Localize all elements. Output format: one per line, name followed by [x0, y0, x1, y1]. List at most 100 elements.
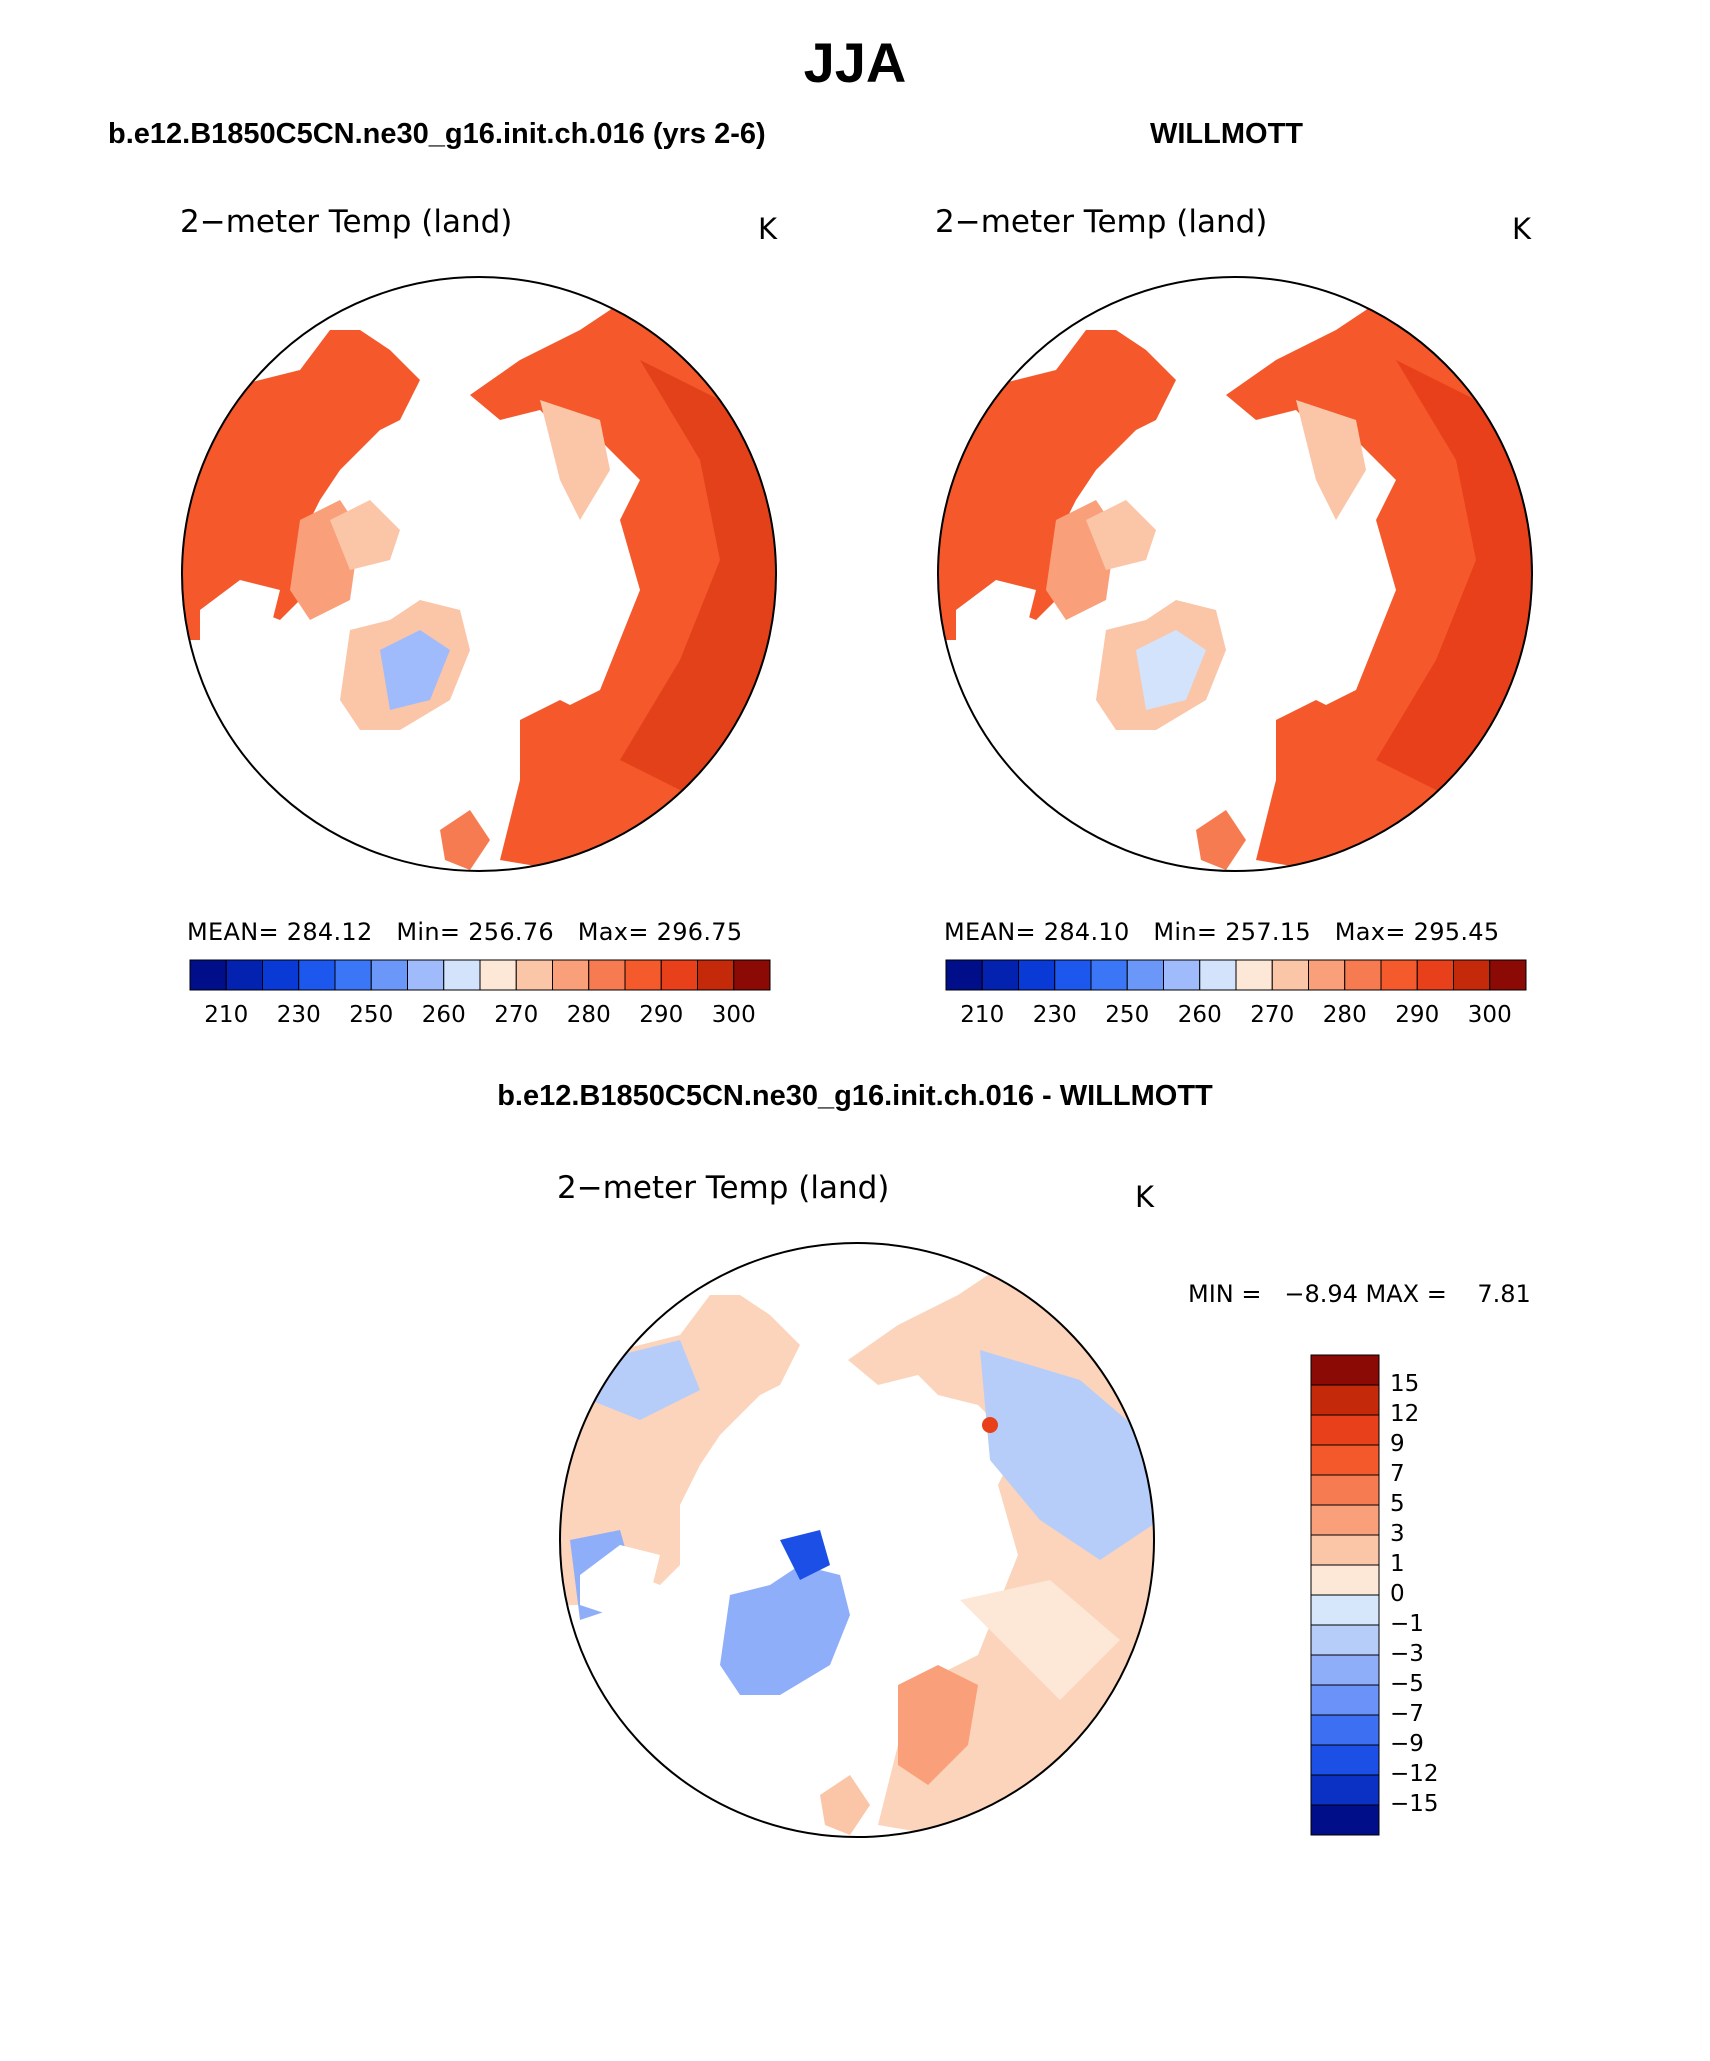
- diff-colorbar-swatch: [1310, 1564, 1380, 1596]
- model-units-label: K: [758, 212, 778, 246]
- siberia-cool: [980, 1350, 1154, 1560]
- model-colorbar-swatch: [624, 959, 662, 991]
- obs-mean-label: MEAN=: [944, 918, 1036, 946]
- diff-colorbar-tick-label: 0: [1390, 1581, 1405, 1607]
- diff-colorbar-tick-label: −9: [1390, 1731, 1424, 1757]
- obs-colorbar-swatch: [1199, 959, 1237, 991]
- greenland-ice: [1136, 630, 1206, 710]
- obs-colorbar-tick-label: 280: [1322, 1002, 1367, 1028]
- siberia-deep: [1376, 360, 1532, 800]
- diff-colorbar-swatch: [1310, 1354, 1380, 1386]
- diff-colorbar-tick-label: 1: [1390, 1551, 1405, 1577]
- diff-colorbar-swatch: [1310, 1684, 1380, 1716]
- east-siberia-mixed: [960, 1580, 1120, 1700]
- obs-units-label: K: [1512, 212, 1532, 246]
- greenland-deep: [780, 1530, 830, 1580]
- diff-colorbar-tick-label: −7: [1390, 1701, 1424, 1727]
- obs-max-label: Max=: [1334, 918, 1406, 946]
- model-case-title: b.e12.B1850C5CN.ne30_g16.init.ch.016 (yr…: [108, 118, 766, 150]
- obs-min-label: Min=: [1153, 918, 1218, 946]
- obs-max-value: 295.45: [1413, 918, 1500, 946]
- diff-colorbar-swatch: [1310, 1414, 1380, 1446]
- figure-title: JJA: [803, 31, 907, 94]
- model-colorbar-swatch: [733, 959, 771, 991]
- diff-colorbar-swatch: [1310, 1804, 1380, 1836]
- diff-colorbar: [1310, 1354, 1380, 1836]
- model-colorbar-tick-label: 280: [566, 1002, 611, 1028]
- greenland-ice: [380, 630, 450, 710]
- uk: [820, 1775, 870, 1835]
- obs-mean-value: 284.10: [1043, 918, 1130, 946]
- greenland: [720, 1565, 850, 1695]
- obs-colorbar-tick-label: 250: [1105, 1002, 1150, 1028]
- diff-units-label: K: [1135, 1180, 1155, 1214]
- hudson-bay: [956, 580, 1036, 650]
- warm-spot: [982, 1417, 998, 1433]
- diff-colorbar-swatch: [1310, 1534, 1380, 1566]
- diff-colorbar-tick-label: 12: [1390, 1401, 1420, 1427]
- diff-title: b.e12.B1850C5CN.ne30_g16.init.ch.016 - W…: [497, 1080, 1213, 1112]
- obs-plot-title: 2−meter Temp (land): [935, 204, 1268, 240]
- model-colorbar-swatch: [189, 959, 227, 991]
- diff-colorbar-tick-label: −5: [1390, 1671, 1424, 1697]
- obs-stats: MEAN= 284.10 Min= 257.15 Max= 295.45: [944, 918, 1499, 946]
- diff-colorbar-tick-label: 15: [1390, 1371, 1420, 1397]
- diff-plot-title: 2−meter Temp (land): [557, 1170, 890, 1206]
- model-colorbar-swatch: [660, 959, 698, 991]
- diff-colorbar-swatch: [1310, 1444, 1380, 1476]
- model-max-label: Max=: [577, 918, 649, 946]
- diff-colorbar-swatch: [1310, 1774, 1380, 1806]
- diff-colorbar-swatch: [1310, 1504, 1380, 1536]
- north-america-landmass: [938, 330, 1176, 640]
- model-colorbar-swatch: [225, 959, 263, 991]
- diff-colorbar-swatch: [1310, 1654, 1380, 1686]
- obs-colorbar-swatch: [1416, 959, 1454, 991]
- model-colorbar-tick-label: 260: [421, 1002, 466, 1028]
- canada-archipelago: [330, 500, 400, 570]
- diff-colorbar-tick-label: −15: [1390, 1791, 1439, 1817]
- model-mean-label: MEAN=: [187, 918, 279, 946]
- obs-colorbar-tick-label: 210: [960, 1002, 1005, 1028]
- model-colorbar-swatch: [407, 959, 445, 991]
- diff-colorbar-swatch: [1310, 1714, 1380, 1746]
- diff-colorbar-tick-label: −12: [1390, 1761, 1439, 1787]
- diff-colorbar-swatch: [1310, 1624, 1380, 1656]
- obs-colorbar-tick-label: 260: [1177, 1002, 1222, 1028]
- diff-colorbar-tick-label: 7: [1390, 1461, 1405, 1487]
- model-stats: MEAN= 284.12 Min= 256.76 Max= 296.75: [187, 918, 742, 946]
- uk: [1196, 810, 1246, 870]
- obs-colorbar-tick-label: 290: [1395, 1002, 1440, 1028]
- model-colorbar-tick-label: 230: [276, 1002, 321, 1028]
- model-colorbar-tick-label: 300: [711, 1002, 756, 1028]
- model-colorbar-tick-label: 270: [494, 1002, 539, 1028]
- model-colorbar-tick-label: 250: [349, 1002, 394, 1028]
- model-colorbar-swatch: [298, 959, 336, 991]
- obs-colorbar-swatch: [1163, 959, 1201, 991]
- obs-colorbar-swatch: [1344, 959, 1382, 991]
- canada-archipelago: [1086, 500, 1156, 570]
- model-colorbar-tick-label: 290: [639, 1002, 684, 1028]
- obs-colorbar-tick-label: 300: [1467, 1002, 1512, 1028]
- taymyr-cool: [540, 400, 610, 520]
- hudson-bay: [580, 1545, 660, 1615]
- diff-colorbar-swatch: [1310, 1744, 1380, 1776]
- model-colorbar-swatch: [443, 959, 481, 991]
- obs-colorbar-swatch: [945, 959, 983, 991]
- obs-colorbar-tick-label: 270: [1250, 1002, 1295, 1028]
- scandinavia: [1276, 700, 1356, 820]
- diff-min-max: MIN = −8.94 MAX = 7.81: [1188, 1280, 1531, 1308]
- obs-colorbar-swatch: [1090, 959, 1128, 991]
- model-colorbar: [189, 959, 771, 991]
- north-america-landmass: [182, 330, 420, 640]
- obs-colorbar-swatch: [1018, 959, 1056, 991]
- obs-colorbar-tick-label: 230: [1032, 1002, 1077, 1028]
- model-min-value: 256.76: [468, 918, 554, 946]
- model-colorbar-swatch: [262, 959, 300, 991]
- diff-colorbar-swatch: [1310, 1384, 1380, 1416]
- model-mean-value: 284.12: [286, 918, 373, 946]
- obs-case-title: WILLMOTT: [1150, 118, 1304, 150]
- obs-colorbar-swatch: [1380, 959, 1418, 991]
- diff-colorbar-tick-label: 5: [1390, 1491, 1405, 1517]
